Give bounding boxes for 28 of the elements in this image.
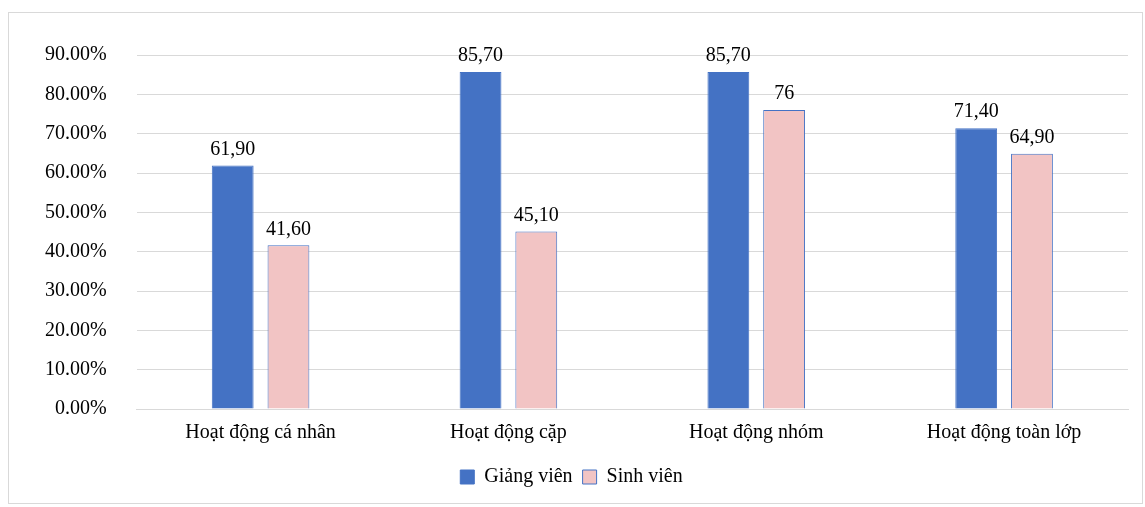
y-tick-label: 0.00%	[54, 396, 107, 419]
y-tick-label: 50.00%	[44, 199, 107, 222]
y-tick-label: 10.00%	[44, 356, 107, 379]
x-tick-label: Hoạt động cá nhân	[185, 420, 336, 444]
legend-label: Sinh viên	[606, 464, 683, 487]
bar	[211, 165, 254, 409]
bar	[707, 71, 750, 409]
data-label: 64,90	[1009, 124, 1055, 147]
x-tick-label: Hoạt động toàn lớp	[926, 420, 1082, 444]
data-label: 61,90	[210, 136, 256, 159]
data-label: 41,60	[265, 216, 311, 239]
x-tick-label: Hoạt động nhóm	[689, 420, 824, 444]
legend-label: Giảng viên	[484, 464, 573, 488]
data-label: 76	[774, 81, 795, 104]
y-tick-label: 70.00%	[44, 120, 107, 143]
y-tick-label: 40.00%	[44, 238, 107, 261]
bar	[955, 128, 998, 409]
y-tick-label: 80.00%	[44, 81, 107, 104]
y-tick-label: 20.00%	[44, 317, 107, 340]
y-tick-label: 30.00%	[44, 278, 107, 301]
data-label: 85,70	[705, 43, 751, 66]
data-label: 85,70	[458, 43, 504, 66]
data-label: 71,40	[953, 99, 999, 122]
x-tick-label: Hoạt động cặp	[450, 420, 567, 444]
data-label: 45,10	[513, 202, 559, 225]
bar	[459, 71, 502, 409]
y-tick-label: 90.00%	[44, 42, 107, 65]
y-tick-label: 60.00%	[44, 160, 107, 183]
